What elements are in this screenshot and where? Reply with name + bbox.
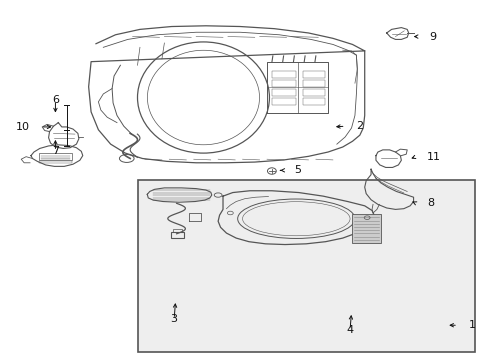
Bar [272,98,296,105]
Bar [172,229,182,231]
Bar [138,180,475,352]
Text: 2: 2 [356,121,364,131]
Bar [352,214,381,243]
Bar [303,71,325,78]
Text: 9: 9 [430,32,437,41]
Bar [303,89,325,96]
Bar [171,231,184,238]
Text: 4: 4 [346,325,354,335]
Text: 5: 5 [294,165,301,175]
Text: 7: 7 [52,146,59,156]
Text: 1: 1 [469,320,476,330]
Text: 11: 11 [427,152,441,162]
Bar [303,98,325,105]
Bar [39,161,72,163]
Text: 6: 6 [52,95,59,105]
Text: 8: 8 [427,198,434,208]
Bar [272,80,296,87]
Text: 10: 10 [16,122,30,132]
Text: 3: 3 [171,314,178,324]
Bar [272,89,296,96]
Bar [303,80,325,87]
Bar [272,71,296,78]
Bar [39,153,72,160]
